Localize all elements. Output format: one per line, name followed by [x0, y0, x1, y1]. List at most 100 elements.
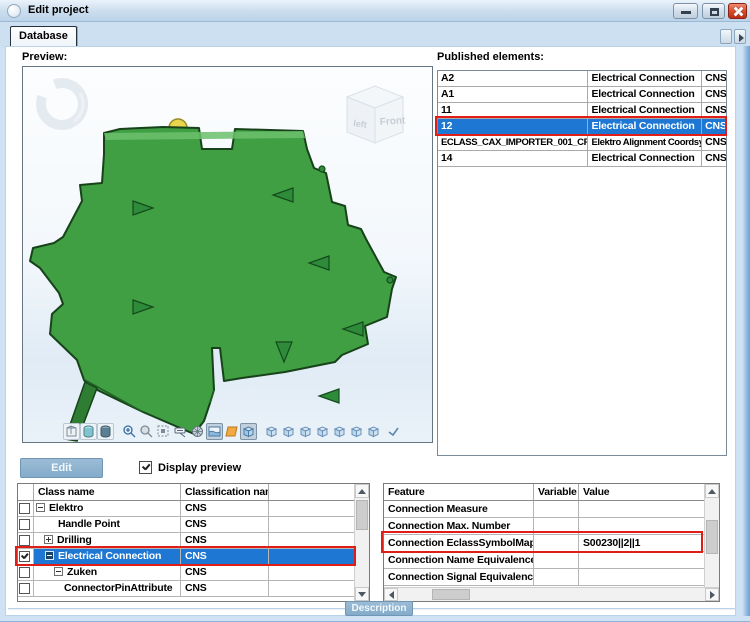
class-row[interactable]: ConnectorPinAttribute CNS: [18, 581, 369, 597]
window-frame-right: [736, 0, 750, 622]
published-cns: CNS: [705, 72, 726, 84]
collapse-icon[interactable]: [45, 550, 54, 560]
scroll-down-icon: [358, 591, 366, 597]
row-checkbox[interactable]: [19, 583, 30, 594]
feature-value: [579, 569, 704, 585]
feature-row-highlighted[interactable]: Connection EclassSymbolMap S00230||2||1: [384, 535, 719, 552]
class-table-scrollbar[interactable]: [354, 484, 369, 601]
zoom-in-icon[interactable]: [121, 423, 138, 440]
display-preview-label: Display preview: [158, 462, 242, 474]
window-title: Edit project: [28, 4, 89, 16]
class-cns: CNS: [181, 501, 269, 516]
published-type: Electrical Connection: [588, 119, 703, 134]
more-chevron-icon[interactable]: [385, 423, 402, 440]
row-checkbox-checked[interactable]: [19, 551, 30, 562]
published-row[interactable]: ECLASS_CAX_IMPORTER_001_CP_0 Elektro Alig…: [438, 135, 726, 151]
published-cns: CNS: [705, 136, 726, 148]
wireframe-box-icon[interactable]: [63, 423, 80, 440]
collapse-icon[interactable]: [54, 566, 63, 576]
view-cube-1-icon[interactable]: [263, 423, 280, 440]
tab-scroll-left-button[interactable]: [720, 29, 732, 44]
class-cns: CNS: [181, 533, 269, 548]
tab-database[interactable]: Database: [10, 26, 77, 47]
classification-name-header: Classification name: [181, 484, 269, 500]
scroll-left-icon: [388, 590, 394, 599]
published-elements-table: A2 Electrical Connection CNS A1 Electrical …: [437, 70, 727, 456]
class-cns: CNS: [181, 517, 269, 532]
view-cube-7-icon[interactable]: [365, 423, 382, 440]
class-label: Handle Point: [58, 518, 120, 530]
view-cube-4-icon[interactable]: [314, 423, 331, 440]
expand-icon[interactable]: [44, 534, 53, 544]
part-inner-edges: [84, 379, 215, 413]
class-cns: CNS: [181, 581, 269, 596]
row-checkbox[interactable]: [19, 519, 30, 530]
class-row[interactable]: Handle Point CNS: [18, 517, 369, 533]
published-type: Electrical Connection: [588, 103, 703, 118]
class-row[interactable]: Elektro CNS: [18, 501, 369, 517]
zoom-out-icon[interactable]: [138, 423, 155, 440]
class-row[interactable]: Zuken CNS: [18, 565, 369, 581]
preview-3d-viewport[interactable]: left Front: [22, 66, 433, 443]
cylinder-dark-icon[interactable]: [97, 423, 114, 440]
display-preview-checkbox[interactable]: [139, 461, 152, 474]
published-cns: CNS: [705, 152, 726, 164]
view-cube-5-icon[interactable]: [331, 423, 348, 440]
section-view-icon[interactable]: [206, 423, 223, 440]
published-row[interactable]: A1 Electrical Connection CNS: [438, 87, 726, 103]
part-body: [29, 126, 397, 435]
edit-button[interactable]: Edit: [20, 458, 103, 478]
view-cube-2-icon[interactable]: [280, 423, 297, 440]
maximize-button[interactable]: [702, 3, 725, 19]
feature-table-vscrollbar[interactable]: [704, 484, 719, 587]
mesh-sphere-icon[interactable]: [189, 423, 206, 440]
description-button[interactable]: Description: [345, 601, 413, 616]
cube-front-label: Front: [379, 115, 406, 128]
scrollbar-thumb[interactable]: [706, 520, 718, 554]
view-cube-3-icon[interactable]: [297, 423, 314, 440]
published-row-selected[interactable]: 12 Electrical Connection CNS: [438, 119, 726, 135]
part-top-face: [104, 131, 305, 140]
scroll-left-button[interactable]: [384, 588, 398, 601]
view-cube-6-icon[interactable]: [348, 423, 365, 440]
scrollbar-thumb[interactable]: [356, 500, 368, 530]
row-checkbox[interactable]: [19, 503, 30, 514]
scroll-up-button[interactable]: [705, 484, 719, 498]
orientation-cube[interactable]: left Front: [335, 81, 411, 147]
scrollbar-thumb[interactable]: [432, 589, 470, 600]
scroll-up-icon: [358, 488, 366, 494]
close-button[interactable]: [728, 3, 747, 19]
collapse-icon[interactable]: [36, 502, 45, 512]
preview-label: Preview:: [22, 51, 68, 63]
scroll-right-button[interactable]: [705, 588, 719, 601]
feature-row[interactable]: Connection Name Equivalences: [384, 552, 719, 569]
variable-header: Variable: [534, 484, 579, 500]
feature-row[interactable]: Connection Measure: [384, 501, 719, 518]
scroll-down-button[interactable]: [355, 587, 369, 601]
feature-row[interactable]: Connection Signal Equivalences: [384, 569, 719, 586]
feature-row[interactable]: Connection Max. Number: [384, 518, 719, 535]
published-row[interactable]: 11 Electrical Connection CNS: [438, 103, 726, 119]
row-checkbox[interactable]: [19, 535, 30, 546]
class-row-selected[interactable]: Electrical Connection CNS: [18, 549, 369, 565]
title-bar[interactable]: Edit project: [0, 0, 750, 22]
row-checkbox[interactable]: [19, 567, 30, 578]
zoom-window-icon[interactable]: [155, 423, 172, 440]
minimize-button[interactable]: [673, 3, 698, 19]
feature-variable: [534, 501, 579, 517]
class-label: Electrical Connection: [58, 550, 162, 562]
plane-display-icon[interactable]: [223, 423, 240, 440]
feature-table-hscrollbar[interactable]: [384, 587, 719, 601]
feature-value: [579, 518, 704, 534]
published-row[interactable]: 14 Electrical Connection CNS: [438, 151, 726, 167]
shaded-cube-icon[interactable]: [240, 423, 257, 440]
measure-tag-icon[interactable]: [172, 423, 189, 440]
scroll-up-button[interactable]: [355, 484, 369, 498]
feature-variable: [534, 535, 579, 551]
published-row[interactable]: A2 Electrical Connection CNS: [438, 71, 726, 87]
feature-name: Connection Name Equivalences: [384, 552, 534, 568]
class-row[interactable]: Drilling CNS: [18, 533, 369, 549]
cylinder-shaded-icon[interactable]: [80, 423, 97, 440]
tab-scroll-right-button[interactable]: [734, 29, 746, 44]
